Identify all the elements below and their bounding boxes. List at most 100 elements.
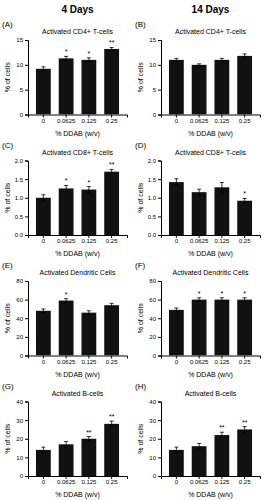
x-tick-label: 0.25 (239, 118, 251, 124)
annotation: * (88, 50, 91, 57)
y-tick-mark (158, 476, 161, 477)
x-tick: 0.0625 (190, 356, 209, 365)
y-tick-label: 0.0 (15, 232, 24, 238)
x-axis-title: % DDAB (w/v) (188, 130, 233, 138)
y-tick-mark (25, 161, 28, 162)
bar (104, 49, 119, 115)
panel: 0.00.51.01.52.000.06250.1250.25*% DDAB (… (135, 141, 261, 259)
bar (59, 188, 74, 235)
bar (237, 300, 252, 356)
x-tick: 0.0625 (57, 356, 76, 365)
panel: 02040608000.06250.1250.25*% DDAB (w/v)% … (2, 261, 128, 379)
y-tick-label: 0 (20, 473, 24, 479)
panel-label: (H) (135, 382, 146, 391)
error-bar (41, 447, 45, 453)
x-tick: 0.25 (106, 476, 118, 485)
y-tick-mark (25, 179, 28, 180)
x-axis: 00.06250.1250.25 (29, 356, 128, 365)
y-tick-mark (25, 65, 28, 66)
error-bar (174, 58, 178, 61)
bar (104, 305, 119, 355)
x-tick-label: 0.0625 (190, 359, 209, 365)
y-tick-mark (25, 318, 28, 319)
bar (214, 187, 229, 235)
annotation: * (243, 290, 246, 297)
x-tick: 0.0625 (57, 476, 76, 485)
x-tick: 0 (175, 476, 179, 485)
panel: 01020304000.06250.1250.25****% DDAB (w/v… (2, 382, 128, 500)
y-tick-label: 0 (153, 353, 157, 359)
bar (81, 439, 96, 476)
y-tick-label: 10 (16, 455, 23, 461)
y-tick: 10 (16, 62, 28, 68)
y-tick: 40 (149, 316, 161, 322)
y-tick: 10 (149, 62, 161, 68)
x-axis-title: % DDAB (w/v) (188, 491, 233, 499)
bar (81, 60, 96, 115)
y-tick-mark (158, 216, 161, 217)
panel-label: (B) (135, 20, 146, 29)
y-tick: 0 (153, 473, 161, 479)
error-bar (87, 187, 91, 193)
y-tick: 60 (16, 297, 28, 303)
y-tick-mark (158, 65, 161, 66)
bar (237, 201, 252, 235)
bar (36, 311, 51, 356)
y-tick-mark (25, 476, 28, 477)
y-tick-label: 0 (153, 112, 157, 118)
axis-line (25, 402, 29, 477)
y-tick-label: 1.5 (15, 177, 24, 183)
x-tick-label: 0.0625 (57, 479, 76, 485)
plot-area (169, 179, 252, 235)
y-tick-mark (158, 402, 161, 403)
y-tick: 0.5 (148, 214, 161, 220)
y-tick-mark (158, 235, 161, 236)
error-bar (220, 182, 224, 192)
error-bar (174, 308, 178, 312)
error-bar (110, 303, 114, 307)
y-tick: 10 (149, 455, 161, 461)
y-tick-label: 0 (20, 112, 24, 118)
panel-label: (F) (135, 261, 146, 270)
y-tick: 30 (149, 418, 161, 424)
x-axis-title: % DDAB (w/v) (55, 130, 100, 138)
y-tick: 20 (149, 436, 161, 442)
bar (104, 424, 119, 476)
x-axis-title: % DDAB (w/v) (55, 371, 100, 379)
x-tick-label: 0.125 (81, 479, 97, 485)
y-tick-mark (25, 198, 28, 199)
panel-label: (E) (2, 261, 13, 270)
annotation: ** (109, 39, 115, 46)
x-tick-label: 0.25 (106, 359, 118, 365)
y-tick: 40 (16, 316, 28, 322)
x-axis-title: % DDAB (w/v) (55, 250, 100, 258)
bar (192, 446, 207, 476)
error-bar (87, 311, 91, 315)
y-axis-title: % of cells (137, 303, 144, 333)
y-tick: 0 (20, 353, 28, 359)
axis-line (25, 282, 29, 357)
y-tick-mark (158, 356, 161, 357)
error-bar (220, 432, 224, 438)
bar (237, 429, 252, 476)
y-tick: 0.5 (15, 214, 28, 220)
x-tick-label: 0.0625 (190, 118, 209, 124)
y-tick-label: 1.0 (15, 195, 24, 201)
y-axis: 010203040 (16, 399, 28, 479)
panel-title: Activated CD8+ T-cells (42, 149, 113, 156)
annotation: * (65, 48, 68, 55)
error-bar (87, 58, 91, 62)
x-tick: 0.125 (214, 235, 230, 244)
annotation: ** (242, 419, 248, 426)
y-tick-label: 40 (149, 399, 156, 405)
panel-label: (D) (135, 141, 146, 150)
y-tick-mark (25, 281, 28, 282)
error-bar (197, 189, 201, 195)
panel: 01020304000.06250.1250.25****% DDAB (w/v… (135, 382, 261, 500)
y-tick-label: 30 (16, 418, 23, 424)
x-tick-label: 0.125 (81, 359, 97, 365)
y-tick-label: 40 (16, 399, 23, 405)
error-bar (64, 185, 68, 191)
x-tick: 0.0625 (190, 115, 209, 124)
y-tick: 1.5 (148, 177, 161, 183)
